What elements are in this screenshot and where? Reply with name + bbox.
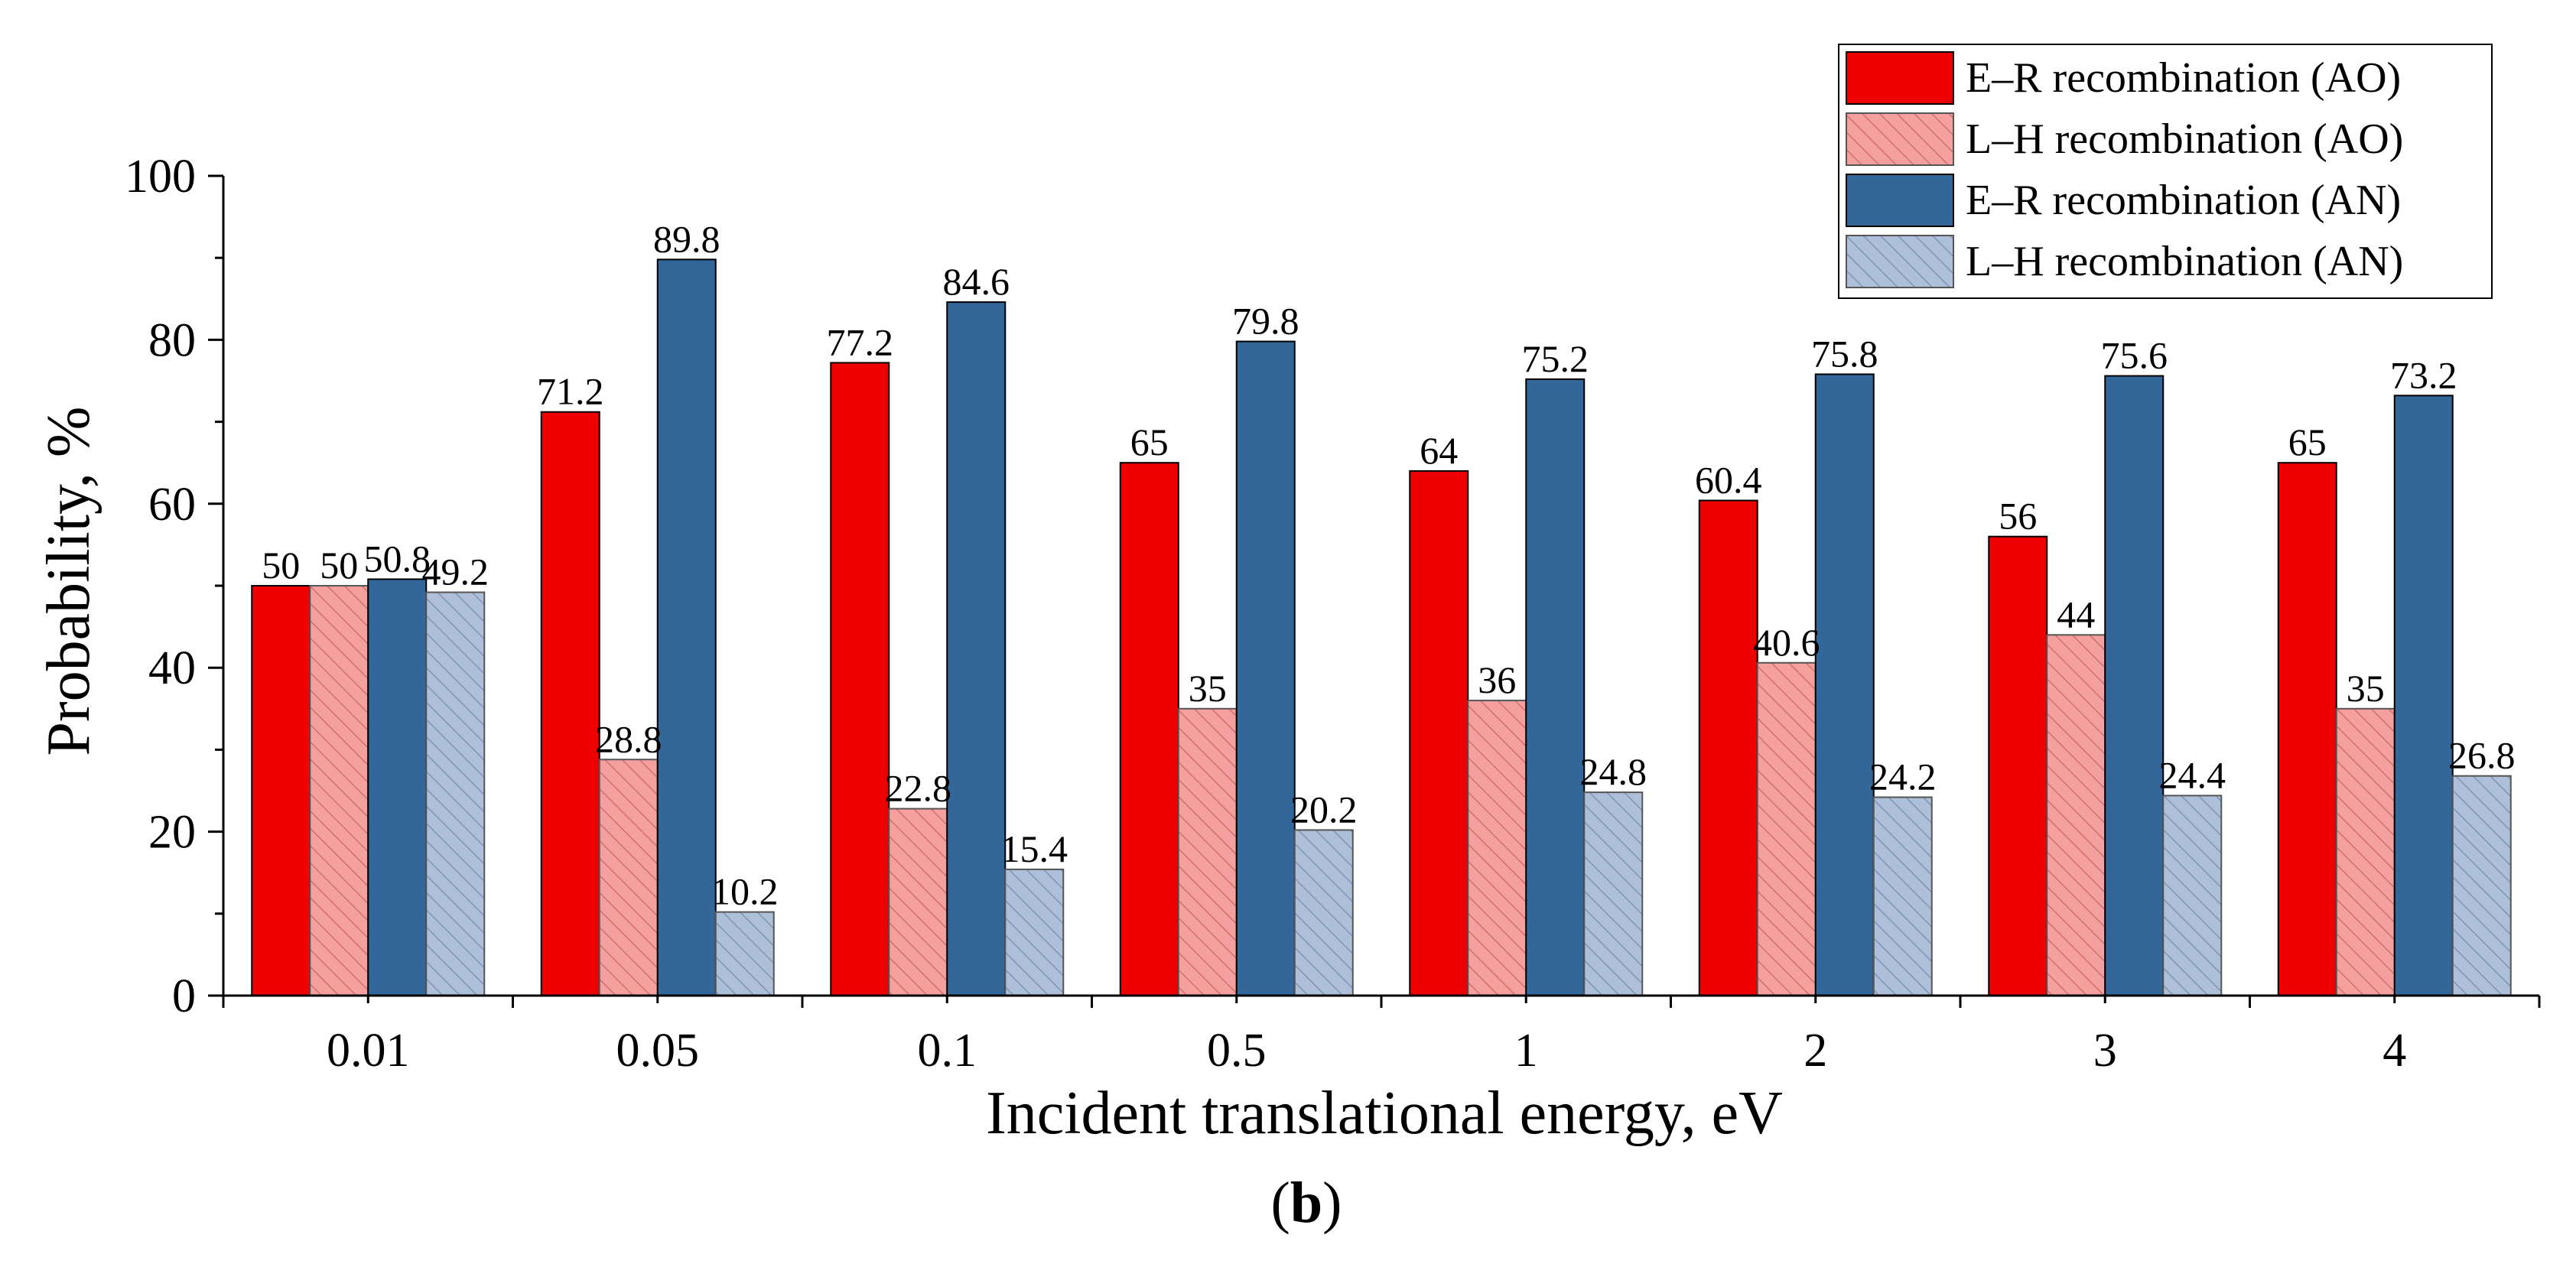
data-label-s2-0.5: 35	[1189, 667, 1227, 710]
legend-swatch-1	[1846, 51, 1954, 105]
data-label-s2-0.01: 50	[320, 544, 358, 587]
y-tick-label-60: 60	[148, 479, 196, 531]
legend: E–R recombination (AO) L–H recombination …	[1838, 44, 2493, 299]
y-tick-label-20: 20	[148, 807, 196, 859]
data-label-s3-0.05: 89.8	[653, 217, 720, 260]
data-label-s1-2: 60.4	[1695, 459, 1762, 502]
bar-s4-0.01	[425, 591, 486, 996]
data-label-s3-0.5: 79.8	[1232, 300, 1299, 343]
data-label-s3-0.01: 50.8	[364, 537, 431, 580]
data-label-s4-4: 26.8	[2448, 734, 2516, 777]
bar-s1-4	[2277, 462, 2337, 996]
data-label-s2-0.05: 28.8	[595, 717, 662, 760]
bar-s3-3	[2104, 375, 2165, 996]
data-label-s4-2: 24.2	[1869, 755, 1937, 798]
data-label-s3-1: 75.2	[1522, 337, 1589, 380]
caption-letter: b	[1290, 1171, 1322, 1235]
x-tick-label-4: 4	[2382, 1025, 2406, 1077]
data-label-s2-1: 36	[1478, 658, 1516, 701]
bar-s2-1	[1467, 700, 1527, 997]
data-label-s3-2: 75.8	[1811, 332, 1878, 375]
bar-s3-1	[1525, 378, 1586, 996]
legend-label-2: L–H recombination (AO)	[1966, 115, 2403, 163]
data-label-s1-0.01: 50	[262, 544, 300, 587]
x-tick-label-0.1: 0.1	[918, 1025, 977, 1077]
bar-s4-2	[1872, 796, 1933, 997]
data-label-s4-0.1: 15.4	[1001, 827, 1068, 870]
bar-s2-0.05	[598, 759, 659, 996]
x-axis-title: Incident translational energy, eV	[986, 1080, 1783, 1147]
bar-s1-3	[1988, 535, 2048, 996]
legend-label-1: E–R recombination (AO)	[1966, 54, 2401, 102]
caption-open: (	[1271, 1171, 1290, 1235]
data-label-s2-3: 44	[2057, 593, 2095, 635]
data-labels-layer: 50 71.2 77.2 65 64 60.4 56 65 50 28.8 22.8 35 36 40.6…	[262, 217, 2515, 912]
legend-label-4: L–H recombination (AN)	[1966, 238, 2403, 285]
data-label-s2-0.1: 22.8	[885, 767, 952, 810]
data-label-s1-3: 56	[1999, 495, 2037, 538]
data-label-s4-0.01: 49.2	[422, 551, 490, 593]
x-tick-label-2: 2	[1804, 1025, 1827, 1077]
data-label-s3-3: 75.6	[2101, 334, 2168, 377]
bar-s3-4	[2393, 395, 2454, 996]
data-label-s3-4: 73.2	[2390, 353, 2457, 396]
y-tick-label-0: 0	[172, 970, 196, 1022]
bar-s1-0.1	[830, 362, 890, 996]
data-label-s4-0.05: 10.2	[711, 870, 779, 913]
bar-s2-0.1	[888, 807, 948, 996]
x-tick-label-1: 1	[1514, 1025, 1538, 1077]
y-tick-label-40: 40	[148, 642, 196, 694]
y-tick-label-80: 80	[148, 314, 196, 366]
bar-s1-1	[1409, 470, 1469, 996]
bar-s3-0.1	[946, 301, 1007, 996]
bar-s4-1	[1583, 791, 1644, 997]
data-label-s4-3: 24.4	[2159, 753, 2226, 796]
x-tick-label-3: 3	[2093, 1025, 2117, 1077]
bar-s4-0.05	[714, 911, 775, 997]
data-label-s3-0.1: 84.6	[943, 260, 1010, 303]
x-tick-label-0.5: 0.5	[1207, 1025, 1267, 1077]
bar-s4-0.1	[1004, 868, 1065, 996]
data-label-s4-0.5: 20.2	[1290, 788, 1358, 830]
bar-s2-3	[2046, 634, 2106, 996]
bars-layer	[251, 258, 2512, 997]
x-tick-label-0.01: 0.01	[327, 1025, 410, 1077]
bar-s4-3	[2162, 794, 2223, 996]
bar-s1-2	[1698, 499, 1758, 996]
data-label-s1-0.1: 77.2	[827, 320, 894, 363]
legend-swatch-3	[1846, 174, 1954, 227]
data-label-s1-4: 65	[2288, 421, 2327, 463]
bar-s1-0.05	[540, 411, 600, 996]
data-label-s1-0.5: 65	[1130, 421, 1169, 463]
data-label-s4-1: 24.8	[1580, 750, 1647, 793]
x-tick-label-0.05: 0.05	[616, 1025, 700, 1077]
bar-s1-0.01	[251, 585, 311, 996]
figure-caption: (b)	[1271, 1171, 1342, 1235]
data-label-s2-2: 40.6	[1753, 621, 1820, 664]
data-label-s2-4: 35	[2347, 667, 2385, 710]
bar-s2-0.5	[1177, 707, 1238, 996]
axes-layer: 0 20 40 60 80 100 0.01 0.05 0.1 0.5 1 2 3 4	[125, 151, 2541, 1077]
legend-swatch-2	[1846, 112, 1954, 166]
y-axis-title: Probability, %	[35, 407, 102, 756]
bar-s4-0.5	[1293, 829, 1354, 997]
bar-s2-2	[1756, 661, 1817, 996]
y-tick-label-100: 100	[125, 151, 196, 203]
legend-label-3: E–R recombination (AN)	[1966, 177, 2401, 224]
bar-s3-0.5	[1235, 340, 1296, 996]
bar-s4-4	[2451, 775, 2512, 996]
bar-s2-4	[2335, 707, 2395, 996]
data-label-s1-0.05: 71.2	[537, 370, 604, 413]
bar-s1-0.5	[1119, 462, 1179, 996]
bar-s3-2	[1814, 373, 1875, 996]
bar-s2-0.01	[309, 585, 369, 996]
data-label-s1-1: 64	[1420, 429, 1458, 472]
legend-swatch-4	[1846, 235, 1954, 288]
bar-s3-0.05	[656, 258, 717, 996]
caption-close: )	[1322, 1171, 1342, 1235]
bar-s3-0.01	[367, 578, 428, 996]
